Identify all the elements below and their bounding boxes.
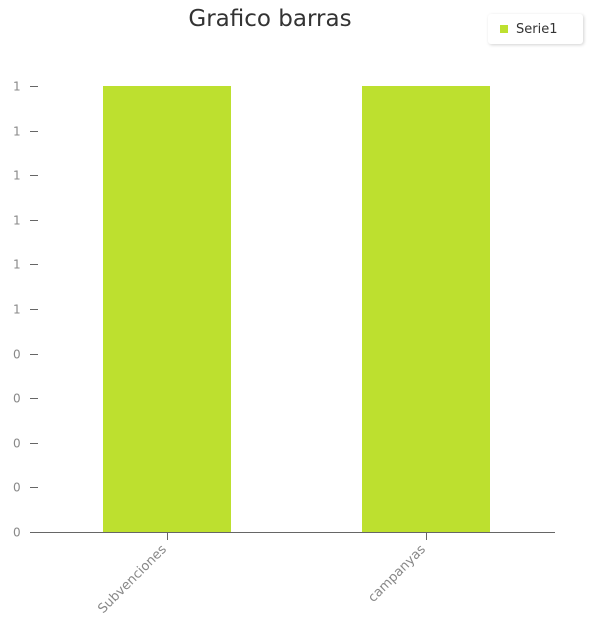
legend-label-serie1: Serie1 (516, 21, 558, 37)
y-tick-label: 0 (13, 392, 21, 406)
legend-swatch-serie1 (500, 25, 508, 33)
y-tick-label: 1 (13, 258, 21, 272)
y-tick-label: 1 (13, 303, 21, 317)
y-tick-label: 0 (13, 481, 21, 495)
legend[interactable]: Serie1 (488, 14, 583, 44)
bar-subvenciones[interactable] (103, 86, 231, 532)
y-tick-label: 0 (13, 348, 21, 362)
y-tick-label: 1 (13, 169, 21, 183)
bars-layer (103, 86, 490, 532)
y-tick-label: 1 (13, 214, 21, 228)
x-category-label: campanyas (365, 542, 429, 606)
bar-campanyas[interactable] (362, 86, 490, 532)
y-tick-label: 0 (13, 437, 21, 451)
y-tick-label: 0 (13, 526, 21, 540)
x-category-label: Subvenciones (95, 542, 170, 617)
y-tick-label: 1 (13, 125, 21, 139)
chart-title: Grafico barras (188, 6, 352, 32)
y-tick-label: 1 (13, 80, 21, 94)
